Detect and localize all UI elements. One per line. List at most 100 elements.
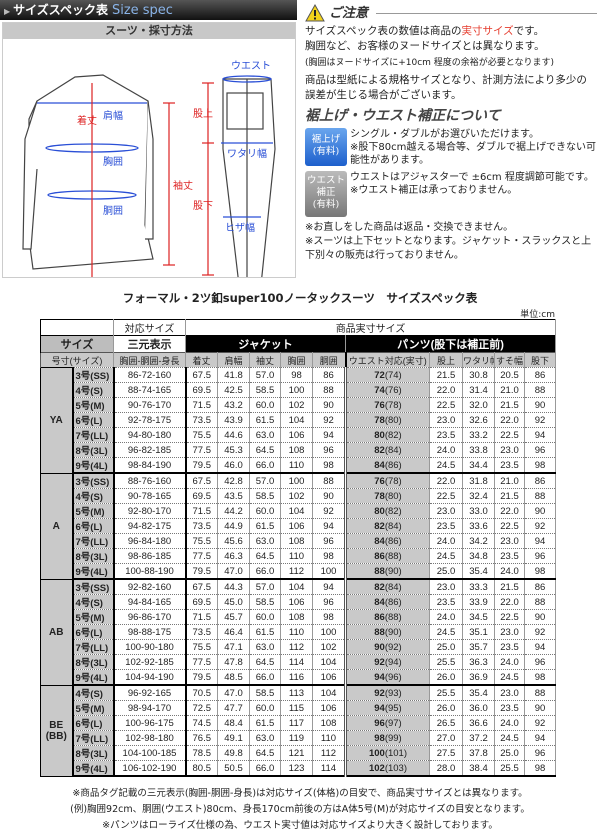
jacket-waist-cell: 102 (312, 639, 347, 655)
table-row: BE (BB) 4号(S) 96-92-165 70.5 47.0 58.5 113 104 9… (40, 684, 557, 777)
label-rise: 股上 (193, 108, 213, 120)
table-row: 7号(LL) 94-80-180 75.5 44.6 63.0 106 94 80(82) 23… (41, 427, 557, 443)
column-header: 肩幅 (217, 352, 250, 368)
sangen-cell: 94-80-180 (113, 427, 187, 443)
table-row: 8号(3L) 98-86-185 77.5 46.3 64.5 110 98 86(88) 24… (41, 548, 557, 564)
table-row: 7号(LL) 96-84-180 75.5 45.6 63.0 108 96 84(86) 24… (41, 533, 557, 549)
table-row: 8号(3L) 102-92-185 77.5 47.8 64.5 114 104 92(94)… (41, 654, 557, 670)
pants-hem-cell: 24.0 (494, 654, 525, 670)
jacket-length-cell: 73.5 (185, 412, 218, 428)
pants-rise-cell: 26.5 (429, 715, 463, 731)
pants-thigh-cell: 33.8 (462, 442, 495, 458)
jacket-shoulder-cell: 43.9 (217, 412, 250, 428)
jacket-waist-cell: 88 (312, 382, 347, 398)
jacket-sleeve-cell: 58.5 (249, 594, 281, 610)
hem-text2: ※股下80cm越える場合等、ダブルで裾上げできない可能性があります。 (350, 142, 597, 166)
pants-rise-cell: 25.0 (429, 563, 463, 580)
jacket-sleeve-cell: 66.0 (249, 669, 281, 686)
pants-inseam-cell: 92 (524, 412, 557, 428)
pants-rise-cell: 24.0 (429, 442, 463, 458)
pants-waist-cell: 84(86) (344, 533, 430, 549)
table-row: 7号(LL) 102-98-180 76.5 49.1 63.0 119 110 98(99)… (41, 730, 557, 746)
jacket-waist-cell: 90 (312, 488, 347, 504)
size-cell: 5号(M) (72, 609, 115, 625)
hem-badge-sub: (有料) (312, 146, 340, 157)
pants-thigh-cell: 35.1 (462, 624, 495, 640)
pants-inseam-cell: 96 (524, 654, 557, 670)
pants-inseam-cell: 90 (524, 503, 557, 519)
waist-size: 82 (374, 581, 385, 593)
pants-waist-cell: 82(84) (344, 442, 430, 458)
pants-rise-cell: 23.5 (429, 594, 463, 610)
jacket-sleeve-cell: 57.0 (249, 579, 281, 595)
column-header: すそ幅 (494, 352, 525, 368)
sangen-cell: 88-74-165 (113, 382, 187, 398)
jacket-shoulder-cell: 47.7 (217, 700, 250, 716)
waist-size: 98 (374, 732, 385, 744)
hem-badge-label: 裾上げ (311, 134, 341, 145)
label-inseam: 股下 (193, 200, 213, 212)
table-row: 6号(L) 94-82-175 73.5 44.9 61.5 106 94 82(84) 23.… (41, 518, 557, 534)
pants-rise-cell: 22.0 (429, 382, 463, 398)
jacket-waist-cell: 110 (312, 730, 347, 746)
sangen-cell: 90-76-170 (113, 397, 187, 413)
pants-hem-cell: 23.5 (494, 457, 525, 474)
column-header: 号寸(サイズ) (40, 352, 114, 368)
sangen-cell: 96-82-185 (113, 442, 187, 458)
waist-size: 72 (374, 369, 385, 381)
label-sleeve: 袖丈 (173, 179, 193, 192)
pants-thigh-cell: 30.8 (462, 367, 495, 383)
jacket-length-cell: 71.5 (185, 609, 218, 625)
waist-size: 88 (374, 565, 385, 577)
jacket-length-cell: 73.5 (185, 624, 218, 640)
table-row: 9号(4L) 104-94-190 79.5 48.5 66.0 116 106 94(96)… (41, 669, 557, 686)
size-cell: 6号(L) (72, 624, 115, 640)
size-cell: 7号(LL) (72, 533, 115, 549)
jacket-length-cell: 75.5 (185, 533, 218, 549)
pants-waist-cell: 96(97) (344, 715, 430, 731)
jacket-length-cell: 76.5 (185, 730, 218, 746)
footnote-3: ※パンツはローライズ仕様の為、ウエスト実寸値は対応サイズより大きく設計しておりま… (102, 820, 498, 831)
jacket-sleeve-cell: 66.0 (249, 563, 281, 580)
pants-thigh-cell: 33.2 (462, 427, 495, 443)
pants-inseam-cell: 92 (524, 715, 557, 731)
waist-actual: (84) (384, 444, 402, 456)
column-header: 股下 (523, 352, 557, 368)
waist-size: 76 (374, 399, 385, 411)
waist-size: 94 (374, 702, 385, 714)
pants-inseam-cell: 88 (524, 382, 557, 398)
jacket-waist-cell: 106 (312, 669, 347, 686)
pants-hem-cell: 22.0 (494, 594, 525, 610)
sangen-cell: 90-78-165 (113, 488, 187, 504)
size-cell: 7号(LL) (72, 427, 115, 443)
jacket-chest-cell: 113 (280, 685, 313, 701)
pants-hem-cell: 21.5 (494, 488, 525, 504)
pants-thigh-cell: 36.3 (462, 654, 495, 670)
jacket-waist-cell: 96 (312, 533, 347, 549)
table-row: A 3号(SS) 88-76-160 67.5 42.8 57.0 100 88 76(78) 2… (40, 472, 557, 580)
jacket-waist-cell: 98 (312, 609, 347, 625)
table-row: YA 3号(SS) 86-72-160 67.5 41.8 57.0 98 86 72(74) 2… (40, 367, 557, 474)
jacket-shoulder-cell: 45.0 (217, 594, 250, 610)
pants-hem-cell: 25.5 (494, 760, 525, 777)
header-corresponding: 対応サイズ (113, 319, 186, 336)
pants-waist-cell: 100(101) (344, 745, 430, 761)
jacket-shoulder-cell: 42.8 (217, 473, 250, 489)
jacket-chest-cell: 116 (280, 669, 313, 686)
section-title-bar: ▶ サイズスペック表 Size spec (0, 0, 297, 20)
size-spec-table: 対応サイズ 商品実寸サイズ サイズ 三元表示 ジャケット パンツ(股下は補正前) 号寸(… (40, 319, 557, 777)
jacket-length-cell: 77.5 (185, 442, 218, 458)
pants-rise-cell: 26.0 (429, 669, 463, 686)
pants-inseam-cell: 90 (524, 397, 557, 413)
pants-inseam-cell: 92 (524, 624, 557, 640)
table-row: 9号(4L) 106-102-190 80.5 50.5 66.0 123 114 102(1… (41, 760, 557, 777)
pants-waist-cell: 92(94) (344, 654, 430, 670)
pants-waist-cell: 92(93) (344, 685, 430, 701)
jacket-sleeve-cell: 57.0 (249, 367, 281, 383)
pants-rise-cell: 23.0 (429, 412, 463, 428)
pants-waist-cell: 94(95) (344, 700, 430, 716)
label-pants-waist: ウエスト (231, 60, 271, 72)
pants-hem-cell: 22.5 (494, 609, 525, 625)
pants-thigh-cell: 31.8 (462, 473, 495, 489)
pants-thigh-cell: 38.4 (462, 760, 495, 777)
